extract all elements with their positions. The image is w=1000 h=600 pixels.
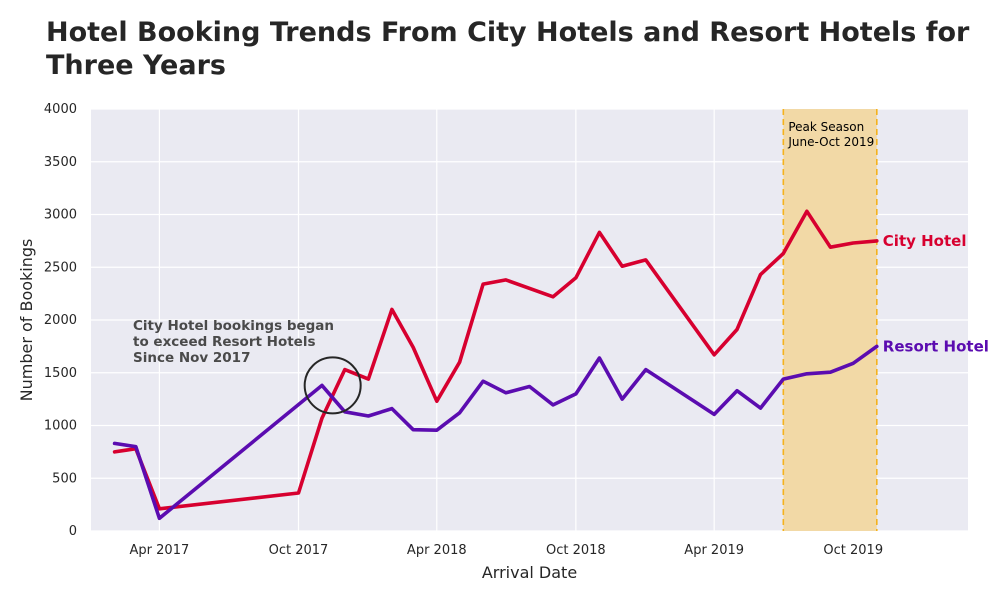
series-label-city-hotel: City Hotel xyxy=(883,232,967,250)
x-tick-label: Apr 2017 xyxy=(130,543,190,558)
series-end-labels: City Hotel Resort Hotel xyxy=(883,232,989,356)
series-line-city-hotel xyxy=(112,209,879,511)
y-tick-label: 1000 xyxy=(44,419,77,434)
y-tick-label: 2500 xyxy=(44,260,77,275)
annotation: City Hotel bookings began to exceed Reso… xyxy=(133,318,362,415)
peak-season-band xyxy=(783,109,877,531)
annotation-line-1: City Hotel bookings began xyxy=(133,318,334,334)
x-tick-label: Oct 2018 xyxy=(546,543,606,558)
y-tick-label: 2000 xyxy=(44,313,77,328)
y-tick-label: 4000 xyxy=(44,102,77,117)
peak-season-highlight: Peak Season June-Oct 2019 xyxy=(782,109,878,531)
x-tick-label: Oct 2019 xyxy=(823,543,883,558)
peak-season-label: Peak Season xyxy=(788,120,864,134)
x-axis-label: Arrival Date xyxy=(482,563,577,582)
y-axis-ticks: 0 500 1000 1500 2000 2500 3000 3500 4000 xyxy=(44,102,77,539)
chart-title: Hotel Booking Trends From City Hotels an… xyxy=(46,17,970,81)
y-tick-label: 3500 xyxy=(44,155,77,170)
series-line-resort-hotel xyxy=(112,344,879,521)
x-tick-label: Apr 2019 xyxy=(684,543,744,558)
annotation-line-2: to exceed Resort Hotels xyxy=(133,334,316,350)
x-tick-label: Oct 2017 xyxy=(269,543,329,558)
x-tick-label: Apr 2018 xyxy=(407,543,467,558)
annotation-line-3: Since Nov 2017 xyxy=(133,350,250,366)
y-tick-label: 1500 xyxy=(44,366,77,381)
annotation-circle xyxy=(303,356,362,415)
y-axis-label: Number of Bookings xyxy=(17,239,36,402)
series-lines xyxy=(112,209,879,521)
x-axis-ticks: Apr 2017 Oct 2017 Apr 2018 Oct 2018 Apr 2019… xyxy=(130,543,884,558)
peak-season-range-label: June-Oct 2019 xyxy=(787,135,874,149)
y-tick-label: 3000 xyxy=(44,208,77,223)
y-tick-label: 500 xyxy=(52,471,77,486)
series-label-resort-hotel: Resort Hotel xyxy=(883,337,989,355)
y-tick-label: 0 xyxy=(69,524,77,539)
